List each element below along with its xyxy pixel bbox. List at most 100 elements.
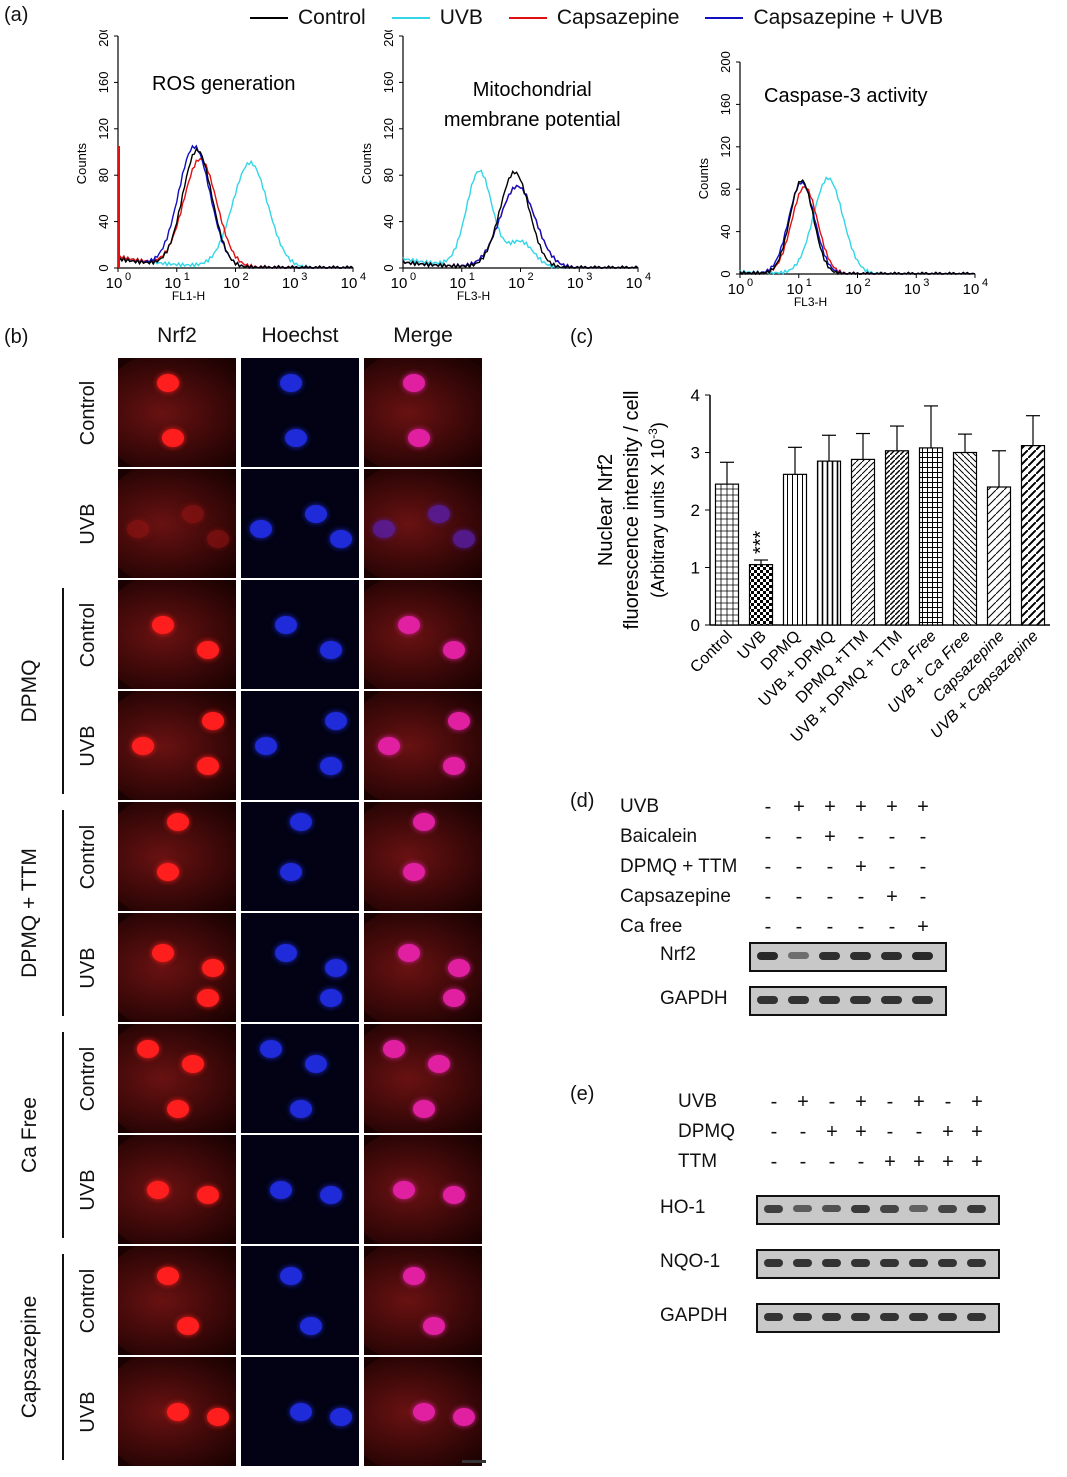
nucleus (320, 757, 342, 775)
nrf2-image (118, 1135, 236, 1244)
nucleus (300, 1317, 322, 1335)
merge-image (364, 1024, 482, 1133)
wb-blot-label: GAPDH (660, 988, 728, 1009)
flow-y-tick-label: 40 (718, 224, 733, 238)
wb-sign: + (913, 1151, 925, 1173)
micro-row-label: UVB (77, 725, 99, 767)
flow-x-tick-label: 10 (508, 275, 525, 292)
wb-condition-label: TTM (678, 1151, 718, 1172)
micro-row-label: UVB (77, 947, 99, 989)
nucleus (403, 863, 425, 881)
nucleus (167, 1403, 189, 1421)
flow-title-line1: Mitochondrial (473, 79, 592, 101)
wb-sign: - (770, 1121, 778, 1143)
flow-x-tick-exponent: 4 (360, 271, 366, 283)
flow-y-tick-label: 160 (718, 94, 733, 116)
flow-title: Caspase-3 activity (764, 85, 927, 107)
wb-sign: - (857, 826, 865, 848)
wb-band (879, 1204, 899, 1213)
nrf2-image (118, 691, 236, 800)
cell-body (364, 1135, 482, 1244)
nucleus (157, 863, 179, 881)
micro-row-label: UVB (77, 1391, 99, 1433)
wb-sign: - (828, 1151, 836, 1173)
wb-band (966, 1204, 986, 1213)
flow-y-tick-label: 0 (718, 270, 733, 277)
nucleus (197, 1186, 219, 1204)
nucleus (157, 1267, 179, 1285)
legend-item-capsazepine-uvb: Capsazepine + UVB (705, 6, 943, 30)
nucleus (280, 1267, 302, 1285)
flow-x-label: FL1-H (172, 289, 205, 303)
wb-sign: - (795, 886, 803, 908)
nucleus (290, 1100, 312, 1118)
hoechst-image (241, 1135, 359, 1244)
wb-sign: + (826, 1121, 838, 1143)
wb-sign: + (824, 826, 836, 848)
nucleus (197, 989, 219, 1007)
bar (748, 564, 774, 626)
wb-sign: - (770, 1151, 778, 1173)
group-bracket (62, 810, 64, 1016)
hoechst-image (241, 580, 359, 689)
flow-x-tick-label: 10 (963, 281, 980, 298)
wb-sign: - (795, 916, 803, 938)
wb-sign: - (764, 826, 772, 848)
nucleus (453, 530, 475, 548)
wb-condition-label: Baicalein (620, 826, 698, 847)
wb-band (821, 1312, 841, 1322)
col-head-nrf2: Nrf2 (157, 324, 197, 347)
hoechst-image (241, 913, 359, 1022)
legend-item-control: Control (250, 6, 366, 30)
nucleus (255, 737, 277, 755)
flow-y-tick-label: 40 (96, 214, 111, 228)
nucleus (270, 1181, 292, 1199)
nucleus (378, 737, 400, 755)
flow-y-label: Counts (696, 158, 711, 200)
nucleus (250, 520, 272, 538)
wb-sign: - (888, 856, 896, 878)
flow-x-tick-label: 10 (728, 281, 745, 298)
flow-x-tick-exponent: 1 (806, 277, 812, 289)
wb-band (792, 1312, 812, 1322)
flow-x-tick-exponent: 3 (301, 271, 307, 283)
group-bracket (62, 588, 64, 794)
nrf2-image (118, 1024, 236, 1133)
nucleus (167, 1100, 189, 1118)
wb-band (850, 1312, 870, 1322)
wb-band (787, 995, 809, 1005)
flow-y-tick-label: 200 (96, 30, 111, 47)
wb-sign: - (826, 856, 834, 878)
flow-histogram-curve (402, 184, 639, 270)
wb-sign: - (764, 796, 772, 818)
wb-band (966, 1258, 986, 1268)
wb-band (849, 951, 871, 961)
group-bracket (62, 1254, 64, 1460)
wb-sign: - (888, 826, 896, 848)
nucleus (305, 1055, 327, 1073)
wb-band (763, 1258, 783, 1268)
wb-band (850, 1204, 870, 1213)
wb-blot-label: Nrf2 (660, 944, 696, 965)
wb-sign: - (888, 916, 896, 938)
flow-x-tick-exponent: 2 (864, 277, 870, 289)
micro-group-label: DPMQ + TTM (18, 848, 41, 978)
flow-x-tick-label: 10 (567, 275, 584, 292)
cell-body (364, 1246, 482, 1355)
flow-histogram-curve (117, 159, 354, 270)
wb-sign: - (795, 826, 803, 848)
nucleus (275, 616, 297, 634)
nucleus (320, 989, 342, 1007)
bar (986, 486, 1012, 626)
nucleus (152, 944, 174, 962)
wb-sign: - (764, 916, 772, 938)
nucleus (137, 1040, 159, 1058)
wb-sign: + (942, 1121, 954, 1143)
wb-band (787, 952, 809, 959)
flow-x-tick-label: 10 (164, 275, 181, 292)
flow-y-tick-label: 200 (718, 51, 733, 73)
flow-y-tick-label: 160 (381, 72, 396, 94)
nucleus (280, 863, 302, 881)
nrf2-image (118, 802, 236, 911)
flow-y-tick-label: 200 (381, 30, 396, 47)
